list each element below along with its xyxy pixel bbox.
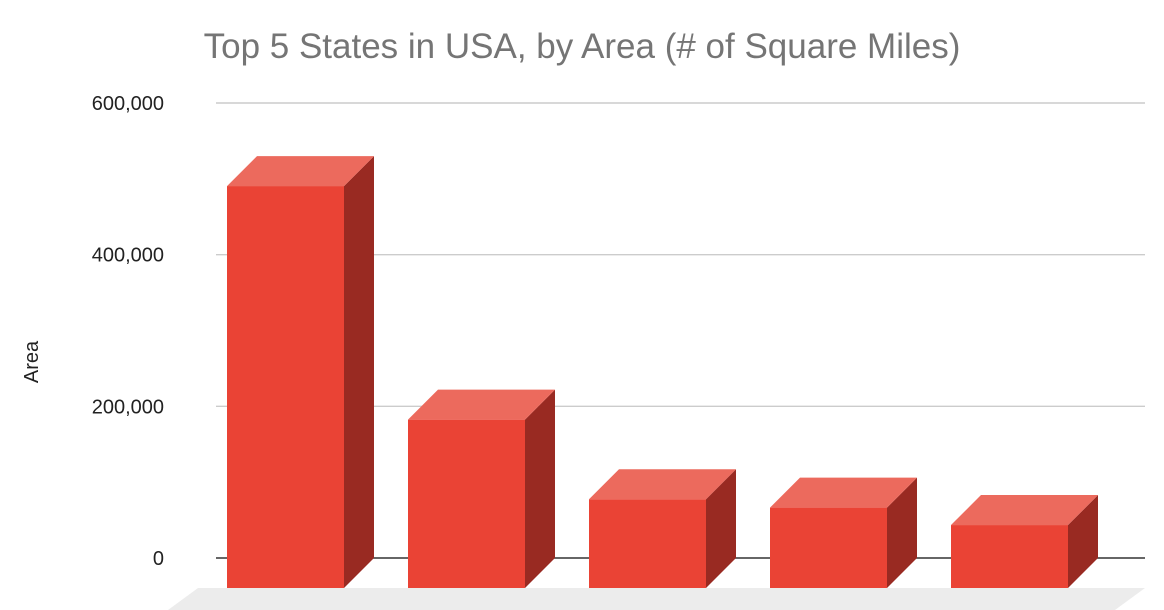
bar [227,156,374,589]
y-tick-label: 600,000 [92,93,164,115]
bar [589,469,736,588]
bar-side [706,469,736,588]
y-axis-ticks: 0 200,000 400,000 600,000 [92,93,164,570]
y-tick-label: 400,000 [92,245,164,267]
bar-front [408,419,525,588]
y-tick-label: 200,000 [92,396,164,418]
bar-side [525,389,555,588]
bar-top [227,156,374,187]
bar [770,477,917,588]
bar-front [951,525,1068,588]
bar-top [951,495,1098,526]
chart-floor [168,588,1145,610]
bar-top [408,389,555,420]
bar-front [589,499,706,588]
y-axis-title: Area [21,340,43,383]
bar-side [1068,495,1098,588]
bar-front [770,507,887,588]
chart-title: Top 5 States in USA, by Area (# of Squar… [204,27,961,66]
bar-front [227,186,344,589]
bar-side [887,477,917,588]
bars [227,156,1098,589]
bar-side [344,156,374,589]
bar-top [770,477,917,508]
bar [408,389,555,588]
bar-top [589,469,736,500]
y-tick-label: 0 [153,548,164,570]
bar [951,495,1098,588]
